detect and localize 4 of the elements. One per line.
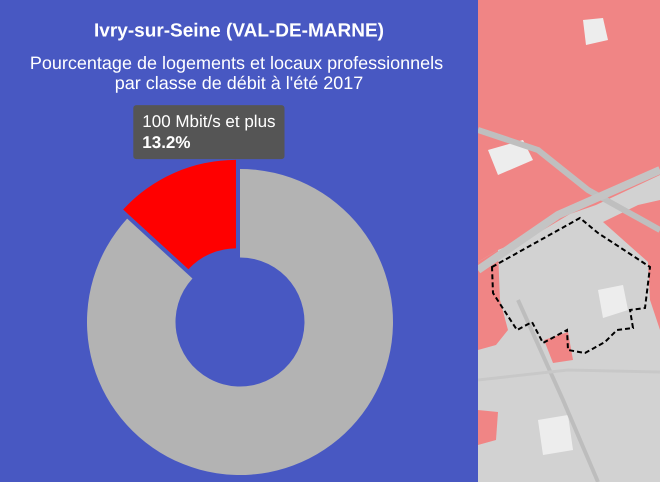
slice-label: 100 Mbit/s et plus: [142, 112, 276, 132]
chart-title: Ivry-sur-Seine (VAL-DE-MARNE): [94, 20, 384, 42]
data-label: 13.2%: [142, 133, 190, 152]
chart-subtitle: Pourcentage de logements et locaux professionnels par classe de débit à l'été 2017: [30, 53, 448, 93]
